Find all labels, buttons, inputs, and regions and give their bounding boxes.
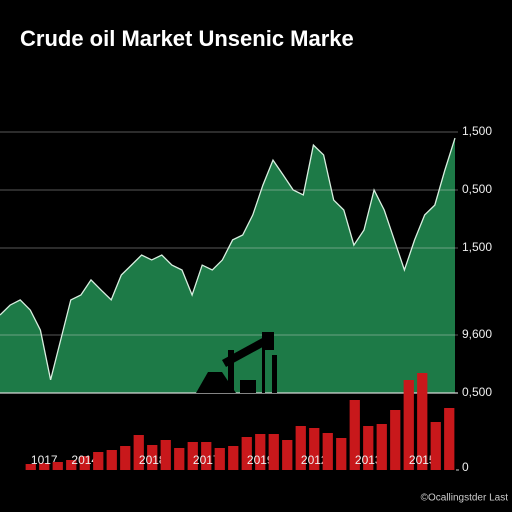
y-tick-label: 0,500 xyxy=(462,182,492,196)
area-layer: 0,500 9,600 1,500 0,500 1,500 xyxy=(0,124,492,399)
bar xyxy=(160,440,171,470)
bar-layer: 1017 2014 2018 2017 2019 2012 2013 2015 0 xyxy=(25,373,469,474)
x-tick-label: 1017 xyxy=(31,453,58,467)
y-tick-label: 9,600 xyxy=(462,327,492,341)
y-tick-label: 1,500 xyxy=(462,124,492,138)
bar xyxy=(133,435,144,470)
bar xyxy=(282,440,293,470)
x-tick-label: 2013 xyxy=(355,453,382,467)
y-tick-label: 1,500 xyxy=(462,240,492,254)
bar xyxy=(52,462,63,470)
x-tick-label: 2017 xyxy=(193,453,220,467)
y-tick-label: 0 xyxy=(462,460,469,474)
bar xyxy=(79,456,90,470)
bar xyxy=(187,442,198,470)
x-tick-label: 2018 xyxy=(139,453,166,467)
bar xyxy=(268,434,279,470)
pumpjack xyxy=(196,332,277,393)
bar xyxy=(430,422,441,470)
bar xyxy=(228,446,239,470)
bar xyxy=(322,433,333,470)
bar xyxy=(349,400,360,470)
bar xyxy=(120,446,131,470)
bar xyxy=(390,410,401,470)
bar xyxy=(39,463,50,470)
bar xyxy=(25,464,36,470)
x-tick-label: 2019 xyxy=(247,453,274,467)
bar xyxy=(214,448,225,470)
y-tick-label: 0,500 xyxy=(462,385,492,399)
bar xyxy=(417,373,428,470)
x-tick-label: 2012 xyxy=(301,453,328,467)
bar xyxy=(66,460,77,470)
bar xyxy=(174,448,185,470)
chart-title: Crude oil Market Unsenic Marke xyxy=(20,26,354,51)
bar xyxy=(241,437,252,470)
bar xyxy=(376,424,387,470)
source-note: ©Ocallingstder Last xyxy=(421,493,509,504)
bar xyxy=(403,380,414,470)
bar xyxy=(363,426,374,470)
bar xyxy=(106,450,117,470)
x-tick-label: 2014 xyxy=(71,453,98,467)
bar xyxy=(336,438,347,470)
area xyxy=(0,138,455,393)
bar xyxy=(444,408,455,470)
x-tick-label: 2015 xyxy=(409,453,436,467)
bar xyxy=(201,442,212,470)
bar xyxy=(93,452,104,470)
bar xyxy=(309,428,320,470)
bar xyxy=(255,434,266,470)
bar xyxy=(295,426,306,470)
bar xyxy=(147,445,158,470)
area-outline xyxy=(0,137,456,381)
